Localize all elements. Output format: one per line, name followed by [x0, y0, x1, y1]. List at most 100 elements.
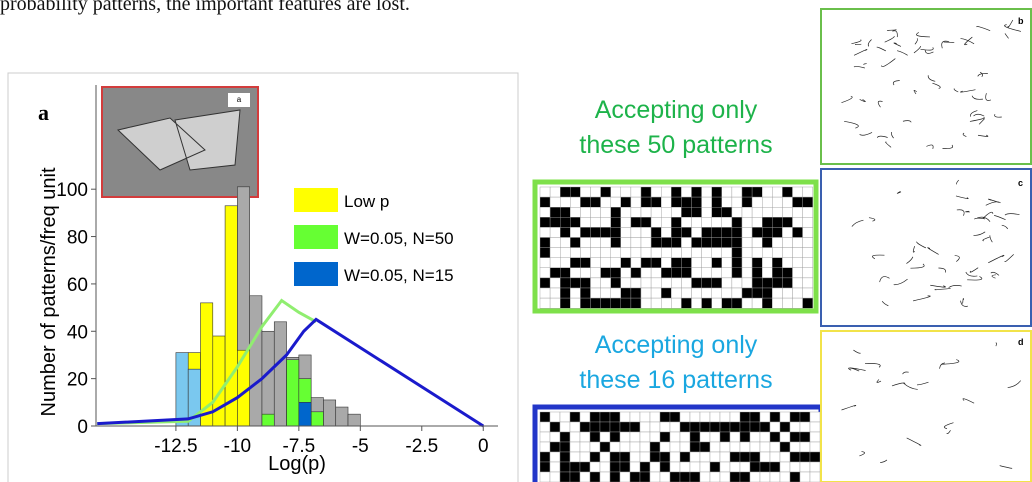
pattern-cell: [810, 442, 820, 452]
pattern-cell: [560, 217, 570, 227]
pattern-cell: [800, 432, 810, 442]
pattern-cell: [800, 442, 810, 452]
pattern-cell: [641, 187, 651, 197]
pattern-cell: [680, 472, 690, 482]
pattern-cell: [710, 462, 720, 472]
pattern-cell: [560, 462, 570, 472]
pattern-cell: [620, 442, 630, 452]
pattern-cell: [730, 462, 740, 472]
pattern-cell: [550, 268, 560, 278]
pattern-cell: [732, 187, 742, 197]
pattern-cell: [540, 278, 550, 288]
pattern-cell: [803, 248, 813, 258]
pattern-cell: [560, 442, 570, 452]
pattern-cell: [720, 462, 730, 472]
pattern-cell: [580, 278, 590, 288]
pattern-cell: [570, 258, 580, 268]
pattern-cell: [650, 442, 660, 452]
pattern-cell: [712, 258, 722, 268]
pattern-cell: [591, 288, 601, 298]
pattern-cell: [601, 207, 611, 217]
pattern-cell: [540, 432, 550, 442]
pattern-cell: [670, 462, 680, 472]
pattern-cell: [803, 268, 813, 278]
pattern-cell: [540, 187, 550, 197]
pattern-cell: [600, 412, 610, 422]
pattern-cell: [550, 248, 560, 258]
x-tick-label: -7.5: [282, 436, 315, 457]
pattern-cell: [621, 197, 631, 207]
pattern-cell: [560, 288, 570, 298]
pattern-cell: [790, 432, 800, 442]
pattern-cell: [680, 422, 690, 432]
pattern-cell: [752, 258, 762, 268]
pattern-cell: [611, 197, 621, 207]
pattern-cell: [641, 197, 651, 207]
pattern-cell: [700, 452, 710, 462]
pattern-cell: [661, 298, 671, 308]
pattern-cell: [641, 258, 651, 268]
pattern-cell: [570, 462, 580, 472]
pattern-cell: [793, 227, 803, 237]
pattern-cell: [740, 422, 750, 432]
pattern-cell: [601, 197, 611, 207]
pattern-cell: [712, 288, 722, 298]
pattern-cell: [702, 227, 712, 237]
pattern-cell: [540, 258, 550, 268]
pattern-cell: [671, 217, 681, 227]
pattern-cell: [580, 462, 590, 472]
pattern-cell: [621, 298, 631, 308]
panel-label: c: [1018, 178, 1023, 188]
pattern-cell: [782, 227, 792, 237]
bar: [311, 412, 323, 426]
pattern-cell: [631, 298, 641, 308]
edge-image: [821, 9, 1031, 164]
pattern-cell: [692, 288, 702, 298]
pattern-cell: [590, 442, 600, 452]
pattern-cell: [720, 432, 730, 442]
pattern-cell: [782, 197, 792, 207]
pattern-cell: [692, 207, 702, 217]
pattern-cell: [611, 278, 621, 288]
pattern-cell: [600, 452, 610, 462]
x-tick-label: -12.5: [154, 436, 197, 457]
bar: [323, 400, 335, 426]
pattern-cell: [651, 258, 661, 268]
pattern-cell: [712, 278, 722, 288]
bar: [299, 402, 311, 426]
pattern-cell: [770, 462, 780, 472]
pattern-cell: [680, 412, 690, 422]
pattern-cell: [601, 248, 611, 258]
pattern-cell: [641, 207, 651, 217]
pattern-cell: [640, 452, 650, 462]
pattern-cell: [550, 462, 560, 472]
pattern-cell: [780, 432, 790, 442]
pattern-cell: [631, 187, 641, 197]
y-tick-label: 40: [67, 322, 88, 343]
legend-label: Low p: [344, 192, 389, 211]
pattern-cell: [580, 197, 590, 207]
pattern-cell: [712, 298, 722, 308]
pattern-cell: [770, 472, 780, 482]
pattern-cell: [661, 258, 671, 268]
pattern-cell: [782, 217, 792, 227]
pattern-cell: [540, 207, 550, 217]
pattern-cell: [621, 268, 631, 278]
pattern-cell: [600, 432, 610, 442]
pattern-cell: [780, 442, 790, 452]
pattern-cell: [580, 298, 590, 308]
pattern-cell: [750, 452, 760, 462]
pattern-cell: [732, 207, 742, 217]
pattern-cell: [712, 197, 722, 207]
pattern-cell: [710, 432, 720, 442]
pattern-cell: [762, 258, 772, 268]
pattern-cell: [570, 187, 580, 197]
panel-label: d: [1018, 337, 1024, 347]
pattern-cell: [742, 187, 752, 197]
pattern-cell: [640, 422, 650, 432]
pattern-cell: [580, 422, 590, 432]
pattern-cell: [620, 472, 630, 482]
pattern-cell: [671, 227, 681, 237]
x-tick-label: -10: [224, 436, 251, 457]
y-tick-label: 80: [67, 228, 88, 249]
